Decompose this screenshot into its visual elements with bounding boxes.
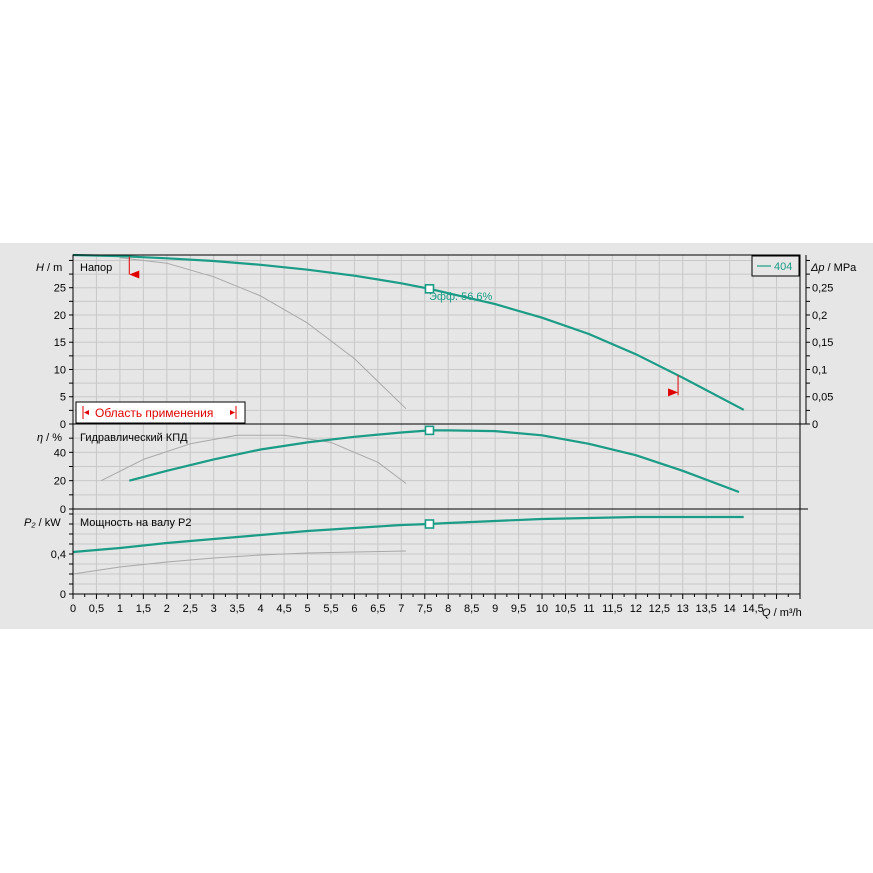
reference-curve-power [72,550,407,575]
main-curve-efficiency [129,429,740,494]
y-tick-label: 25 [54,283,66,295]
x-tick-label: 1 [117,603,123,615]
right-tick-label: 0 [812,419,818,431]
x-tick-label: 5 [304,603,310,615]
y-tick-label: 40 [54,447,66,459]
y-tick-label: 10 [54,364,66,376]
efficiency-panel-title: Гидравлический КПД [80,432,188,444]
x-tick-label: 6 [351,603,357,615]
operating-point-efficiency [424,425,435,436]
x-tick-label: 13 [677,603,689,615]
x-tick-label: 8 [445,603,451,615]
efficiency-point-label: Эфф. 56,6% [429,291,493,303]
application-range-label: Область применения [95,406,213,420]
x-tick-label: 10 [536,603,548,615]
x-tick-label: 12,5 [649,603,670,615]
y-tick-label: 20 [54,476,66,488]
y-tick-label: 0 [60,589,66,601]
operating-point-power [424,519,435,529]
legend: 404 [751,255,800,277]
right-tick-label: 0,1 [812,364,827,376]
x-tick-label: 11,5 [602,603,623,615]
y-tick-label: 5 [60,392,66,404]
range-max-arrow [668,388,679,397]
main-curve-head [72,253,745,411]
x-tick-label: 7 [398,603,404,615]
x-tick-label: 4,5 [276,603,291,615]
operating-point-head [424,283,435,294]
y-tick-label: 15 [54,337,66,349]
right-tick-label: 0,15 [812,337,833,349]
x-tick-label: 2,5 [183,603,198,615]
main-curve-power [72,515,744,554]
pressure-axis-label: Δp / MPa [810,262,857,274]
x-tick-label: 4 [258,603,264,615]
x-tick-label: 0,5 [89,603,104,615]
x-tick-label: 12 [630,603,642,615]
x-tick-label: 2 [164,603,170,615]
pump-curve-panel: 0 5 10 15 20 25 0 20 40 0 0,4 0 0,05 0,1 0,15 0,2 0,25 0 0… [0,243,873,629]
y-tick-label: 0 [60,504,66,516]
x-tick-label: 1,5 [136,603,151,615]
x-tick-label: 10,5 [555,603,576,615]
y-tick-label: 0 [60,419,66,431]
right-tick-label: 0,2 [812,310,827,322]
x-tick-label: 9,5 [511,603,526,615]
y-tick-label: 20 [54,310,66,322]
reference-curve-head [119,257,407,410]
x-tick-label: 3,5 [230,603,245,615]
x-tick-label: 5,5 [323,603,338,615]
x-tick-label: 13,5 [695,603,716,615]
x-tick-label: 11 [583,603,594,615]
x-tick-label: 7,5 [417,603,432,615]
flow-axis-label: Q / m³/h [762,607,802,619]
power-axis-label: P₂ / kW [24,517,61,529]
head-axis-label: H / m [36,262,62,274]
x-tick-label: 0 [70,603,76,615]
reference-curve-efficiency [100,434,407,484]
x-tick-label: 9 [492,603,498,615]
power-panel-title: Мощность на валу P2 [80,517,192,529]
application-range: Область применения [75,401,246,424]
right-tick-label: 0,05 [812,392,833,404]
efficiency-axis-label: η / % [37,432,62,444]
x-tick-label: 14 [724,603,736,615]
range-min-arrow [129,270,140,279]
x-tick-label: 3 [211,603,217,615]
head-panel-title: Напор [80,262,112,274]
y-tick-label: 0,4 [51,549,66,561]
legend-label-404: 404 [774,261,792,273]
x-tick-label: 14,5 [742,603,763,615]
right-tick-label: 0,25 [812,283,833,295]
x-tick-label: 8,5 [464,603,479,615]
x-tick-label: 6,5 [370,603,385,615]
